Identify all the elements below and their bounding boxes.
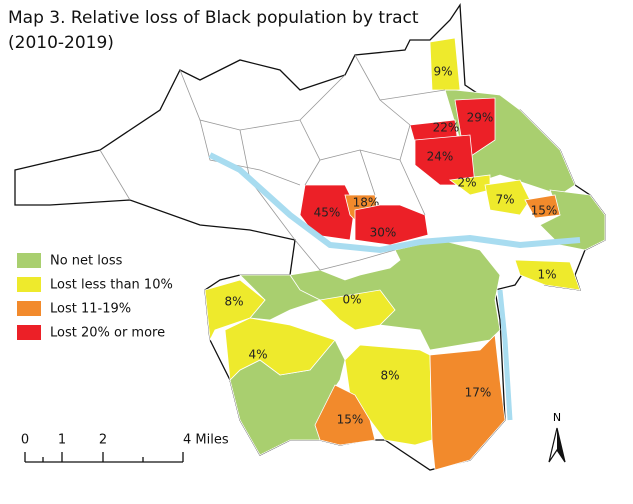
title: Map 3. Relative loss of Black population… [8, 8, 419, 28]
tract [354, 204, 429, 246]
tract-label: 30% [370, 226, 397, 240]
tract-label: 8% [380, 369, 399, 383]
tract-label: 8% [224, 295, 243, 309]
legend-label: Lost less than 10% [50, 278, 173, 293]
tract-label: 24% [427, 150, 454, 164]
tract-label: 17% [465, 386, 492, 400]
scale-label: 1 [58, 433, 66, 448]
north-arrow: N [548, 411, 566, 463]
tract [484, 179, 531, 216]
tract-label: 15% [337, 413, 364, 427]
legend-label: Lost 11-19% [50, 302, 131, 317]
tract-label: 1% [537, 268, 556, 282]
river [208, 152, 581, 254]
north-label: N [553, 411, 561, 424]
tract-label: 18% [353, 196, 380, 210]
legend-label: No net loss [50, 254, 123, 269]
subtitle: (2010-2019) [8, 33, 114, 53]
legend-label: Lost 20% or more [50, 326, 165, 341]
scale-label: 0 [21, 433, 29, 448]
scale-bar [24, 452, 184, 463]
river-east [497, 289, 513, 421]
tract-label: 4% [248, 348, 267, 362]
scale-label: 2 [99, 433, 107, 448]
legend-swatch [17, 301, 41, 316]
tract [524, 194, 561, 219]
tract [299, 184, 356, 241]
tract-label: 0% [342, 293, 361, 307]
tract [429, 37, 461, 91]
tract [314, 384, 376, 446]
tract-label: 29% [467, 111, 494, 125]
tract [224, 317, 336, 381]
tract [429, 334, 506, 471]
tract [319, 289, 396, 331]
legend-swatch [17, 253, 41, 268]
tract-label: 2% [457, 176, 476, 190]
tract-label: 7% [495, 193, 514, 207]
tract-label: 45% [314, 206, 341, 220]
legend-swatch [17, 277, 41, 292]
scale-label: 4 Miles [183, 433, 229, 448]
tract-label: 22% [433, 121, 460, 135]
tract-label: 15% [531, 204, 558, 218]
tract-label: 9% [433, 65, 452, 79]
legend-swatch [17, 325, 41, 340]
tract [514, 259, 581, 291]
